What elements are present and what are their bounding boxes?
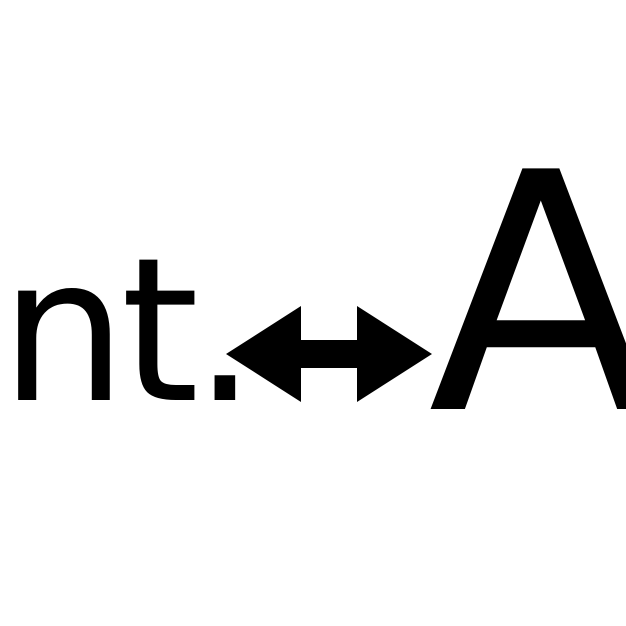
text-fragment: nt. bbox=[0, 215, 257, 448]
large-letter: A bbox=[428, 103, 626, 487]
double-headed-horizontal-arrow-icon bbox=[226, 306, 432, 402]
